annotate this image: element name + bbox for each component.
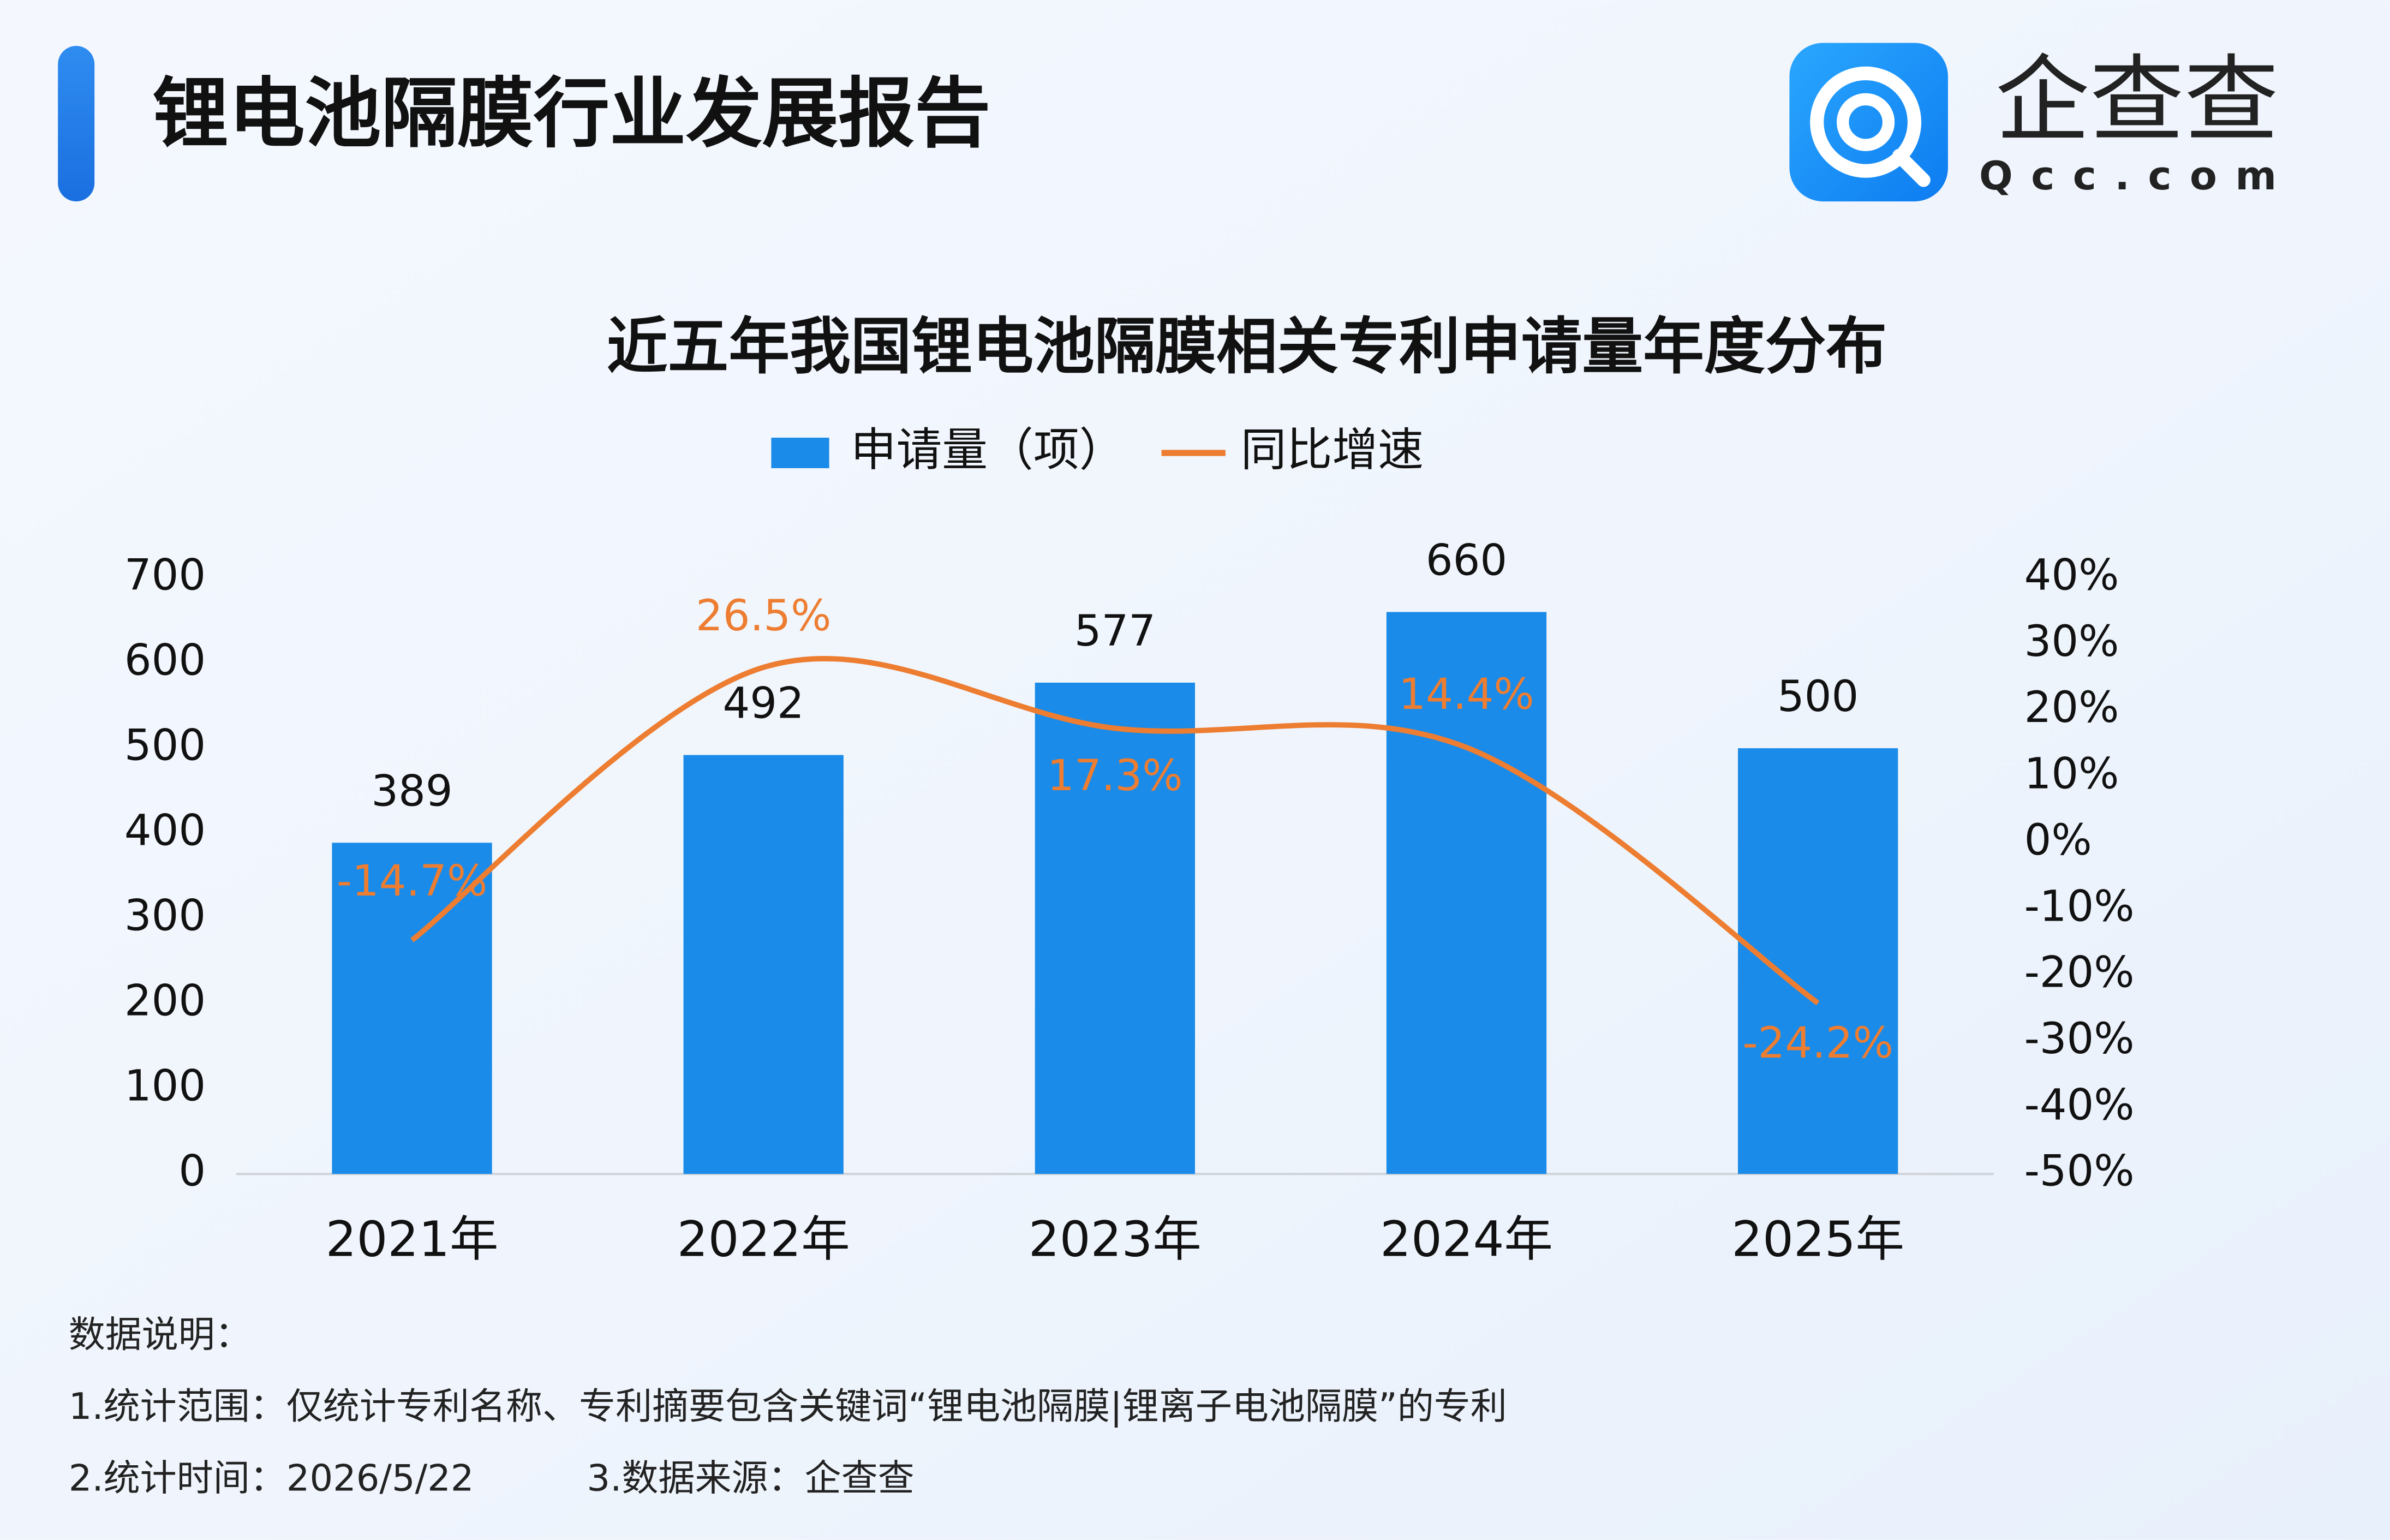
page-title: 锂电池隔膜行业发展报告 <box>152 69 990 158</box>
bar-value-label: 500 <box>1777 672 1859 721</box>
bar <box>1386 612 1547 1174</box>
y2-tick-label: -50% <box>2024 1147 2135 1196</box>
legend-label: 同比增速 <box>1241 423 1424 476</box>
bar <box>1035 682 1195 1174</box>
logo-ring <box>1810 66 1922 178</box>
x-tick-label: 2022年 <box>677 1211 850 1268</box>
logo-handle <box>1892 148 1931 187</box>
y2-tick-label: 40% <box>2024 551 2119 600</box>
y-tick-label: 0 <box>178 1147 206 1196</box>
y-tick-label: 400 <box>124 806 206 856</box>
y-tick-label: 500 <box>124 721 206 771</box>
x-tick-label: 2024年 <box>1380 1211 1553 1268</box>
line-value-label: 26.5% <box>696 591 831 641</box>
legend: 申请量（项） 同比增速 <box>771 423 1424 476</box>
y2-tick-label: 0% <box>2024 815 2092 865</box>
line-value-label: 17.3% <box>1047 751 1182 801</box>
logo-domain: Qcc.com <box>1979 153 2295 199</box>
note: 数据说明： <box>69 1314 252 1356</box>
note: 1.统计范围：仅统计专利名称、专利摘要包含关键词“锂电池隔膜|锂离子电池隔膜”的… <box>69 1385 1507 1428</box>
x-tick-label: 2023年 <box>1029 1211 1202 1268</box>
logo: 企查查 Qcc.com <box>1789 43 2295 202</box>
y2-tick-label: -10% <box>2024 881 2135 931</box>
bar <box>683 755 844 1174</box>
notes: 数据说明： 1.统计范围：仅统计专利名称、专利摘要包含关键词“锂电池隔膜|锂离子电… <box>69 1314 1507 1500</box>
y-tick-label: 100 <box>124 1061 206 1111</box>
logo-ring-inner <box>1837 93 1895 151</box>
y2-tick-label: -40% <box>2024 1080 2135 1130</box>
y-tick-label: 600 <box>124 636 206 685</box>
bar-value-label: 577 <box>1074 606 1156 656</box>
line <box>410 656 1820 1006</box>
y-tick-label: 200 <box>124 976 206 1026</box>
legend-label: 申请量（项） <box>851 423 1125 476</box>
x-tick-label: 2021年 <box>326 1211 499 1268</box>
y-tick-label: 700 <box>124 551 206 600</box>
bar-value-label: 492 <box>723 679 804 729</box>
y2-tick-label: -30% <box>2024 1014 2135 1064</box>
y2-tick-label: 30% <box>2024 617 2119 666</box>
y-tick-label: 300 <box>124 891 206 941</box>
line-value-label: -14.7% <box>337 856 488 906</box>
accent-bar <box>58 46 95 202</box>
bar <box>332 843 492 1174</box>
y2-tick-label: -20% <box>2024 948 2135 998</box>
chart-title: 近五年我国锂电池隔膜相关专利申请量年度分布 <box>607 312 1887 383</box>
note: 3.数据来源：企查查 <box>587 1457 914 1499</box>
legend-swatch <box>771 438 829 468</box>
bar-value-label: 660 <box>1426 536 1507 586</box>
plot-area: 0 100 200 300 400 500 600 700 -50% -40% -30% -20% -1… <box>124 536 2135 1268</box>
line-value-label: 14.4% <box>1399 670 1534 719</box>
x-tick-label: 2025年 <box>1731 1211 1904 1268</box>
note: 2.统计时间：2026/5/22 <box>69 1457 474 1499</box>
bar-value-label: 389 <box>371 766 452 816</box>
logo-name: 企查查 <box>1995 45 2279 155</box>
y2-tick-label: 10% <box>2024 749 2119 799</box>
y2-tick-label: 20% <box>2024 683 2119 732</box>
line-value-label: -24.2% <box>1742 1018 1893 1068</box>
